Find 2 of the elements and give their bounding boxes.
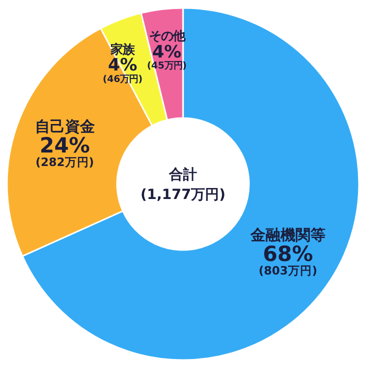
annotation: (1,177万円) [140,187,226,203]
annotation: 合計 [169,167,197,183]
